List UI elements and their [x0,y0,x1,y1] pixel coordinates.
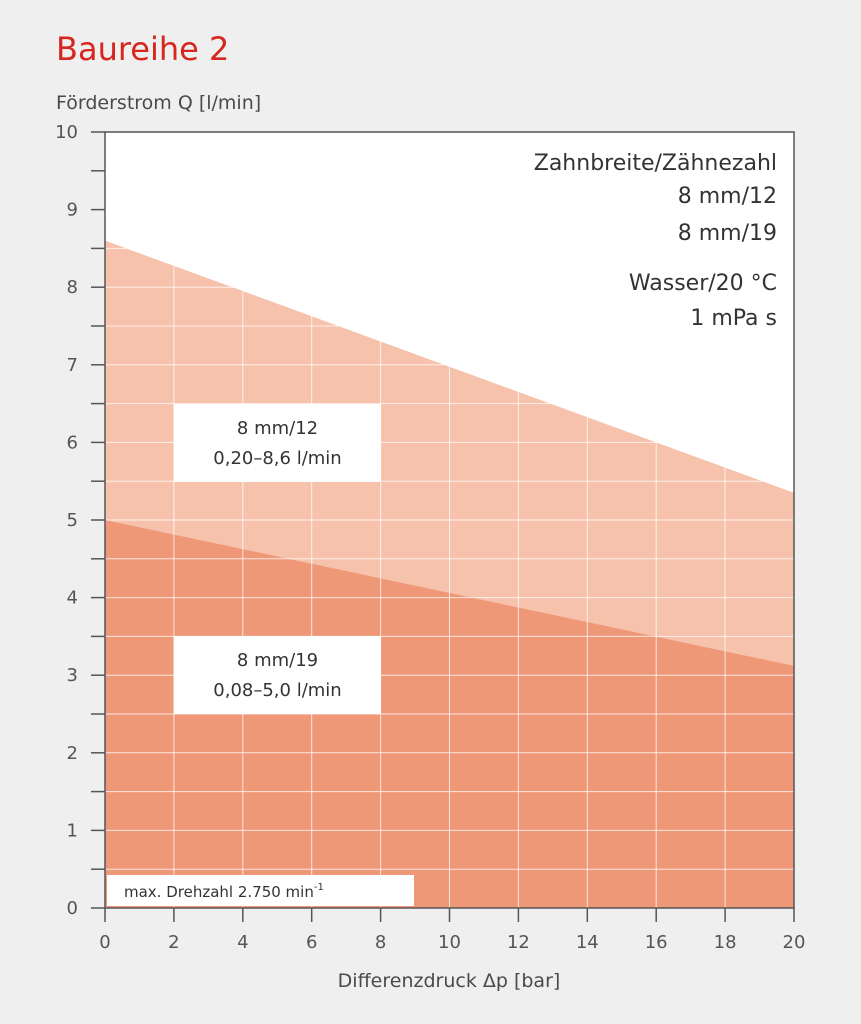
y-tick-label: 7 [67,355,78,376]
info-line-1: Zahnbreite/Zähnezahl [534,151,777,176]
y-tick-label: 9 [67,200,78,221]
x-tick-label: 10 [438,932,461,953]
x-tick-label: 8 [375,932,386,953]
page-title: Baureihe 2 [56,30,230,68]
footnote-text: max. Drehzahl 2.750 min-1 [124,882,324,901]
info-line-3: 8 mm/19 [678,221,777,246]
x-tick-label: 18 [714,932,737,953]
y-tick-label: 3 [67,665,78,686]
fluid-line-2: 1 mPa s [690,306,777,331]
x-tick-label: 4 [237,932,248,953]
series-label-2-line-1: 8 mm/19 [237,650,318,671]
y-tick-label: 8 [67,277,78,298]
y-tick-label: 1 [67,820,78,841]
y-axis-title: Förderstrom Q [l/min] [56,92,262,114]
series-label-1-line-2: 0,20–8,6 l/min [213,448,341,469]
x-tick-label: 16 [645,932,668,953]
series-label-2-line-2: 0,08–5,0 l/min [213,680,341,701]
y-tick-label: 10 [55,122,78,143]
y-tick-label: 6 [67,432,78,453]
x-tick-label: 2 [168,932,179,953]
y-tick-label: 0 [67,898,78,919]
footnote-box [107,875,414,906]
x-tick-label: 12 [507,932,530,953]
y-tick-label: 2 [67,743,78,764]
x-axis-title: Differenzdruck Δp [bar] [337,970,561,992]
series-label-1-line-1: 8 mm/12 [237,418,318,439]
series-label-box-1 [174,404,381,482]
x-tick-label: 6 [306,932,317,953]
footnote-superscript: -1 [314,882,324,893]
x-tick-label: 20 [783,932,806,953]
info-line-2: 8 mm/12 [678,184,777,209]
y-tick-label: 4 [67,588,78,609]
fluid-line-1: Wasser/20 °C [629,271,777,296]
x-tick-label: 14 [576,932,599,953]
y-tick-label: 5 [67,510,78,531]
x-tick-label: 0 [99,932,110,953]
series-label-box-2 [174,636,381,714]
